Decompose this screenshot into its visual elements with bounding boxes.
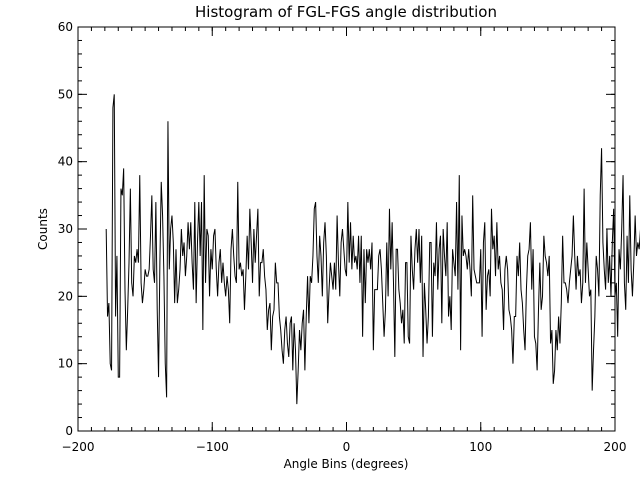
chart-title: Histogram of FGL-FGS angle distribution	[195, 3, 497, 21]
y-tick-label: 30	[58, 222, 73, 236]
x-tick-label: 200	[604, 440, 627, 454]
y-tick-label: 60	[58, 20, 73, 34]
y-axis-label: Counts	[36, 208, 50, 250]
x-tick-label: −200	[62, 440, 95, 454]
y-tick-label: 20	[58, 289, 73, 303]
axis-tick-labels: −200 −100 0 100 200 0 10 20 30 40 50 60	[58, 20, 627, 454]
x-axis-label: Angle Bins (degrees)	[284, 457, 409, 471]
x-tick-label: 0	[343, 440, 351, 454]
y-tick-label: 40	[58, 155, 73, 169]
x-tick-label: −100	[196, 440, 229, 454]
y-tick-label: 50	[58, 87, 73, 101]
y-tick-label: 10	[58, 357, 73, 371]
series-line-counts	[105, 94, 640, 405]
y-tick-label: 0	[65, 424, 73, 438]
x-tick-label: 100	[469, 440, 492, 454]
